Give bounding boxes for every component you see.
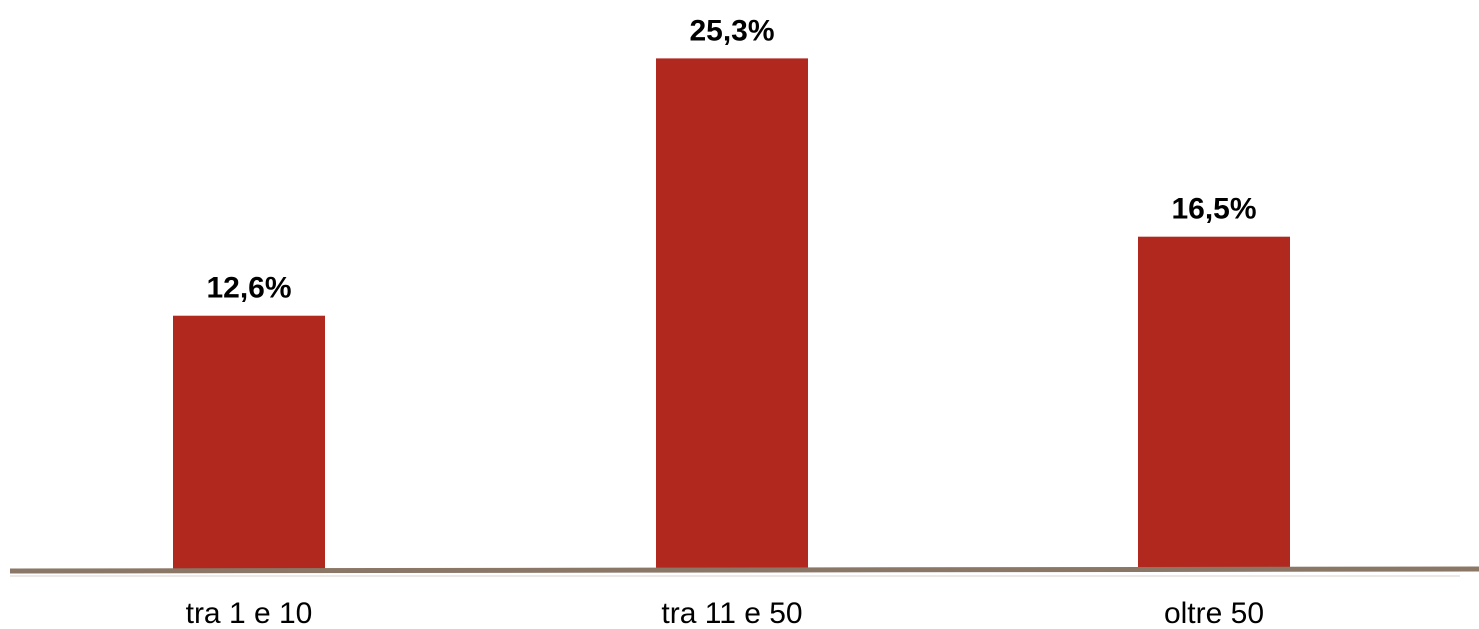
category-labels-group: tra 1 e 10 tra 11 e 50 oltre 50 (186, 597, 1264, 629)
x-axis-line (9, 566, 1479, 574)
value-label-1: 12,6% (206, 272, 291, 305)
category-label-1: tra 1 e 10 (186, 597, 313, 629)
bar-2 (656, 58, 808, 572)
category-label-2: tra 11 e 50 (661, 597, 802, 629)
bar-1 (173, 315, 325, 571)
bar-3 (1138, 236, 1290, 571)
value-label-3: 16,5% (1171, 193, 1256, 226)
value-labels-group: 12,6% 25,3% 16,5% (206, 14, 1256, 304)
value-label-2: 25,3% (689, 14, 774, 47)
category-label-3: oltre 50 (1164, 597, 1264, 629)
bars-group (173, 58, 1290, 572)
